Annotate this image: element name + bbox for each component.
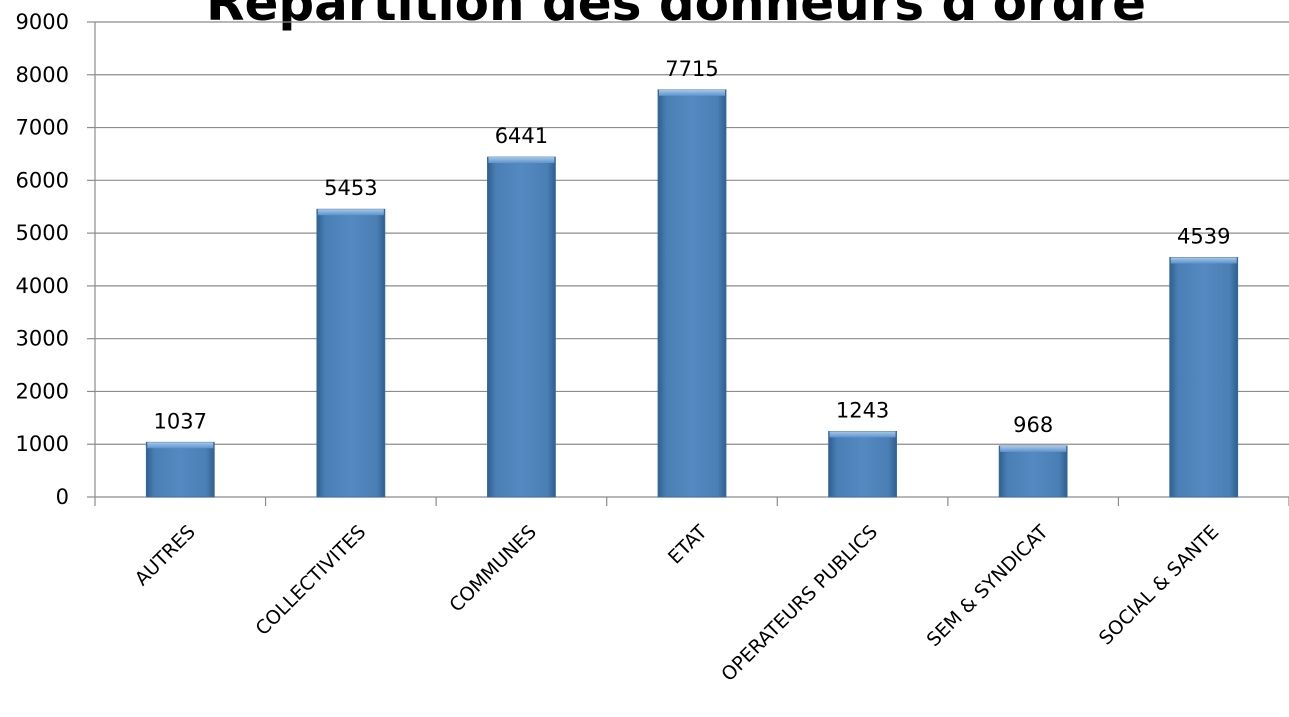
data-label: 1037 [154, 409, 207, 433]
bar [316, 208, 386, 498]
bar-body [1169, 257, 1239, 498]
y-tick-label: 2000 [16, 379, 69, 403]
y-tick-label: 8000 [16, 63, 69, 87]
x-category-label: AUTRES [131, 521, 200, 590]
y-axis-tick-labels: 0 1000 2000 3000 4000 5000 6000 7000 8000 9000 [16, 10, 69, 509]
bar [828, 430, 897, 498]
data-labels: 1037 5453 6441 7715 1243 968 4539 [154, 57, 1231, 437]
bar [998, 445, 1068, 498]
y-tick-label: 6000 [16, 168, 69, 192]
bar-body [828, 430, 897, 498]
bars [145, 89, 1239, 498]
x-axis-category-labels: AUTRES COLLECTIVITES COMMUNES ETAT OPERATEUR… [131, 521, 1224, 686]
bar-body [998, 445, 1068, 498]
bar-top-highlight [1000, 445, 1067, 452]
x-category-label: SEM & SYNDICAT [923, 521, 1053, 651]
bar-top-highlight [317, 209, 384, 216]
x-category-label: COMMUNES [445, 521, 541, 617]
y-tick-label: 7000 [16, 116, 69, 140]
y-tick-label: 9000 [16, 10, 69, 34]
y-tick-label: 3000 [16, 327, 69, 351]
bar-top-highlight [659, 89, 725, 96]
y-tick-label: 4000 [16, 274, 69, 298]
bar-top-highlight [1170, 257, 1237, 264]
bar-body [316, 208, 386, 498]
y-tick-label: 0 [56, 485, 69, 509]
bar [657, 89, 727, 498]
data-label: 7715 [665, 57, 718, 81]
x-category-label: SOCIAL & SANTE [1095, 521, 1223, 649]
bar-top-highlight [147, 442, 214, 449]
chart-title: Répartition des donneurs d'ordre [206, 0, 1146, 32]
data-label: 4539 [1177, 224, 1230, 248]
data-label: 5453 [324, 176, 377, 200]
bar [1169, 257, 1239, 498]
y-tick-label: 5000 [16, 221, 69, 245]
bar-body [145, 441, 215, 498]
bar [487, 156, 556, 498]
x-category-label: COLLECTIVITES [251, 521, 370, 640]
bar-body [657, 89, 727, 498]
bar-body [487, 156, 556, 498]
bar [145, 441, 215, 498]
data-label: 6441 [495, 124, 548, 148]
bar-top-highlight [829, 431, 896, 438]
x-category-label: OPERATEURS PUBLICS [717, 521, 882, 686]
data-label: 1243 [836, 398, 889, 422]
y-tick-label: 1000 [16, 432, 69, 456]
bar-top-highlight [488, 157, 555, 164]
x-category-label: ETAT [664, 521, 712, 569]
data-label: 968 [1013, 413, 1053, 437]
